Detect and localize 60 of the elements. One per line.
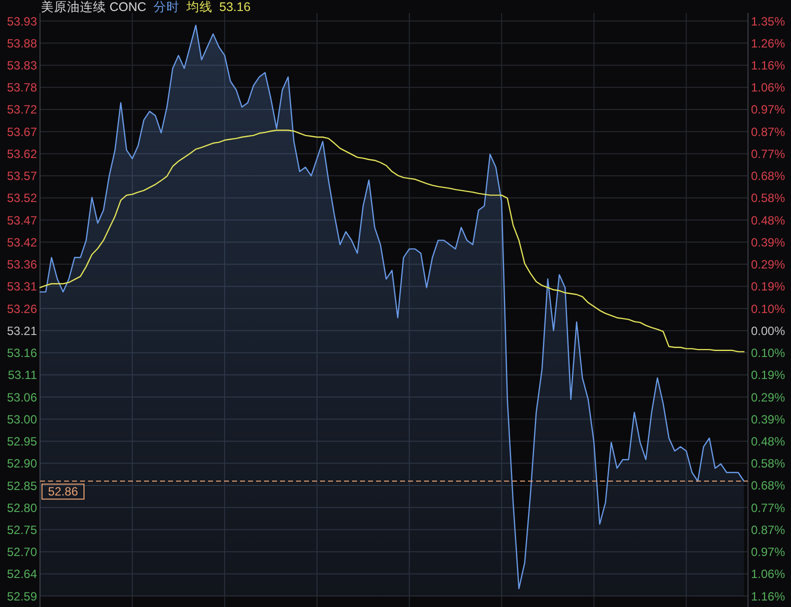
y-tick-label: 52.95 bbox=[6, 434, 38, 449]
y2-tick-label: 0.19% bbox=[751, 280, 786, 294]
y2-tick-label: 0.10% bbox=[751, 346, 786, 360]
y2-tick-label: 0.77% bbox=[751, 146, 786, 161]
y2-tick-label: 0.97% bbox=[751, 102, 786, 117]
text: 53.16 bbox=[219, 0, 251, 14]
y2-tick-label: 1.26% bbox=[751, 36, 786, 50]
y2-tick-label: 0.77% bbox=[751, 500, 786, 515]
series-label: 分时 bbox=[153, 0, 180, 14]
y2-tick-label: 1.06% bbox=[751, 80, 786, 95]
y-tick-label: 53.52 bbox=[6, 191, 38, 206]
line-series bbox=[39, 130, 745, 352]
y2-tick-label: 1.16% bbox=[751, 589, 786, 604]
y-tick-label: 53.06 bbox=[6, 390, 38, 404]
y2-tick-label: 0.97% bbox=[751, 545, 786, 560]
y-tick-label: 53.67 bbox=[6, 124, 38, 139]
y-tick-label: 52.90 bbox=[6, 456, 38, 471]
y2-tick-label: 0.19% bbox=[751, 368, 786, 382]
y2-tick-label: 0.87% bbox=[751, 124, 786, 139]
chart-title: 美原油连续 CONC bbox=[41, 0, 146, 14]
y-tick-label: 53.11 bbox=[8, 368, 38, 382]
y-tick-label: 52.80 bbox=[6, 500, 38, 515]
y2-tick-label: 0.58% bbox=[751, 456, 786, 471]
y2-tick-label: 0.68% bbox=[751, 478, 786, 493]
y2-tick-label: 0.68% bbox=[751, 169, 786, 184]
y2-tick-label: 1.35% bbox=[751, 14, 786, 28]
y-tick-label: 53.00 bbox=[6, 412, 38, 426]
y-tick-label: 53.83 bbox=[6, 58, 38, 73]
y-tick-label: 53.57 bbox=[6, 169, 38, 184]
y2-tick-label: 0.48% bbox=[751, 434, 786, 448]
y-tick-label: 52.64 bbox=[6, 567, 38, 582]
y2-tick-label: 0.58% bbox=[751, 191, 786, 206]
y-tick-label: 53.31 bbox=[6, 280, 38, 294]
y-tick-label: 53.88 bbox=[6, 36, 38, 50]
y-tick-label: 53.26 bbox=[6, 302, 38, 316]
y2-tick-label: 0.29% bbox=[751, 258, 786, 272]
y2-tick-label: 1.06% bbox=[751, 567, 786, 582]
ref-line-label: 52.86 bbox=[48, 484, 78, 499]
y-tick-label: 53.21 bbox=[6, 324, 38, 338]
y-tick-label: 53.62 bbox=[6, 146, 38, 161]
y-tick-label: 53.93 bbox=[6, 14, 38, 28]
y2-tick-label: 0.48% bbox=[751, 213, 786, 228]
y-tick-label: 53.78 bbox=[6, 80, 38, 95]
y-tick-label: 53.36 bbox=[6, 258, 38, 272]
y2-tick-label: 0.29% bbox=[751, 390, 786, 404]
y2-tick-label: 0.87% bbox=[751, 522, 786, 537]
y-tick-label: 53.47 bbox=[6, 213, 38, 228]
y-tick-label: 52.75 bbox=[6, 522, 38, 537]
y-tick-label: 53.16 bbox=[6, 346, 38, 360]
y-tick-label: 52.70 bbox=[6, 545, 38, 560]
y2-tick-label: 0.00% bbox=[751, 324, 786, 338]
y-tick-label: 52.59 bbox=[6, 589, 38, 604]
y-tick-label: 53.72 bbox=[6, 102, 38, 117]
y2-tick-label: 0.39% bbox=[751, 235, 786, 250]
y2-tick-label: 0.39% bbox=[751, 412, 786, 426]
y-tick-label: 53.42 bbox=[6, 235, 38, 250]
y2-tick-label: 0.10% bbox=[751, 302, 786, 316]
y2-tick-label: 1.16% bbox=[751, 58, 786, 73]
y-tick-label: 52.85 bbox=[6, 478, 38, 493]
text: 均线 bbox=[185, 0, 212, 14]
